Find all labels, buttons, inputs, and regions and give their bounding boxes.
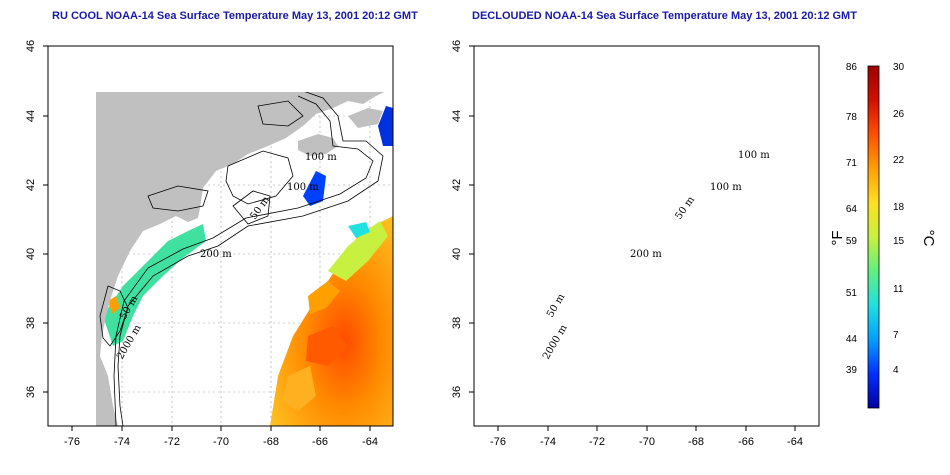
left-axis-ticks — [43, 45, 371, 431]
lon-tick-label: -74 — [540, 436, 556, 448]
celsius-label: 4 — [893, 365, 899, 376]
contour-label: 100 m — [710, 182, 742, 193]
left-lon-tick-labels: -76 -74 -72 -70 -68 -66 -64 — [64, 436, 378, 448]
right-axis-ticks — [469, 45, 796, 431]
colorbar-fahrenheit-labels: 86 78 71 64 59 51 44 39 — [846, 62, 858, 376]
contour-label: 100 m — [305, 152, 337, 163]
lat-tick-label: 44 — [25, 110, 37, 122]
celsius-label: 26 — [893, 109, 905, 120]
lon-tick-label: -66 — [312, 436, 328, 448]
celsius-label: 18 — [893, 202, 905, 213]
left-lat-tick-labels: 46 44 42 40 38 36 — [25, 40, 37, 398]
colorbar-celsius-labels: 30 26 22 18 15 11 7 4 — [893, 62, 905, 376]
fahrenheit-unit-label: °F — [829, 230, 846, 245]
lon-tick-label: -70 — [639, 436, 655, 448]
right-lat-tick-labels: 46 44 42 40 38 36 — [451, 40, 463, 398]
left-map-panel: 100 m 100 m 50 m 200 m 50 m 2000 m -76 -… — [25, 40, 403, 448]
lon-tick-label: -72 — [164, 436, 180, 448]
celsius-unit-label: °C — [920, 230, 937, 247]
lon-tick-label: -64 — [787, 436, 803, 448]
lat-tick-label: 42 — [25, 179, 37, 191]
lat-tick-label: 44 — [451, 110, 463, 122]
celsius-label: 15 — [893, 236, 905, 247]
fahrenheit-label: 59 — [846, 236, 858, 247]
left-map-title: RU COOL NOAA-14 Sea Surface Temperature … — [52, 10, 418, 22]
celsius-label: 7 — [893, 330, 899, 341]
celsius-label: 22 — [893, 155, 905, 166]
fahrenheit-label: 44 — [846, 334, 858, 345]
lat-tick-label: 36 — [25, 386, 37, 398]
lat-tick-label: 38 — [25, 317, 37, 329]
lon-tick-label: -76 — [64, 436, 80, 448]
right-lon-tick-labels: -76 -74 -72 -70 -68 -66 -64 — [490, 436, 803, 448]
lon-tick-label: -76 — [490, 436, 506, 448]
fahrenheit-label: 78 — [846, 112, 858, 123]
lon-tick-label: -68 — [688, 436, 704, 448]
colorbar: 86 78 71 64 59 51 44 39 30 26 22 18 15 1… — [829, 62, 937, 409]
lon-tick-label: -72 — [589, 436, 605, 448]
fahrenheit-label: 71 — [846, 158, 858, 169]
right-map-title: DECLOUDED NOAA-14 Sea Surface Temperatur… — [472, 10, 857, 22]
left-sst-field — [103, 106, 393, 426]
lon-tick-label: -68 — [263, 436, 279, 448]
contour-label: 200 m — [630, 249, 662, 260]
lat-tick-label: 46 — [451, 40, 463, 52]
fahrenheit-label: 64 — [846, 204, 858, 215]
right-map-ocean — [474, 46, 819, 426]
celsius-label: 11 — [893, 284, 904, 295]
contour-label: 100 m — [287, 182, 319, 193]
lon-tick-label: -74 — [114, 436, 130, 448]
fahrenheit-label: 39 — [846, 365, 858, 376]
lon-tick-label: -66 — [738, 436, 754, 448]
colorbar-gradient — [867, 65, 880, 409]
lon-tick-label: -70 — [213, 436, 229, 448]
lat-tick-label: 36 — [451, 386, 463, 398]
contour-label: 200 m — [200, 249, 232, 260]
lat-tick-label: 38 — [451, 317, 463, 329]
contour-label: 100 m — [738, 150, 770, 161]
lat-tick-label: 42 — [451, 179, 463, 191]
lat-tick-label: 40 — [451, 248, 463, 260]
left-map-content — [96, 92, 403, 427]
right-map-panel: 100 m 100 m 50 m 200 m 50 m 2000 m -76 -… — [451, 40, 820, 448]
lon-tick-label: -64 — [362, 436, 378, 448]
lat-tick-label: 40 — [25, 248, 37, 260]
celsius-label: 30 — [893, 62, 905, 73]
fahrenheit-label: 86 — [846, 62, 858, 73]
lat-tick-label: 46 — [25, 40, 37, 52]
fahrenheit-label: 51 — [846, 288, 858, 299]
